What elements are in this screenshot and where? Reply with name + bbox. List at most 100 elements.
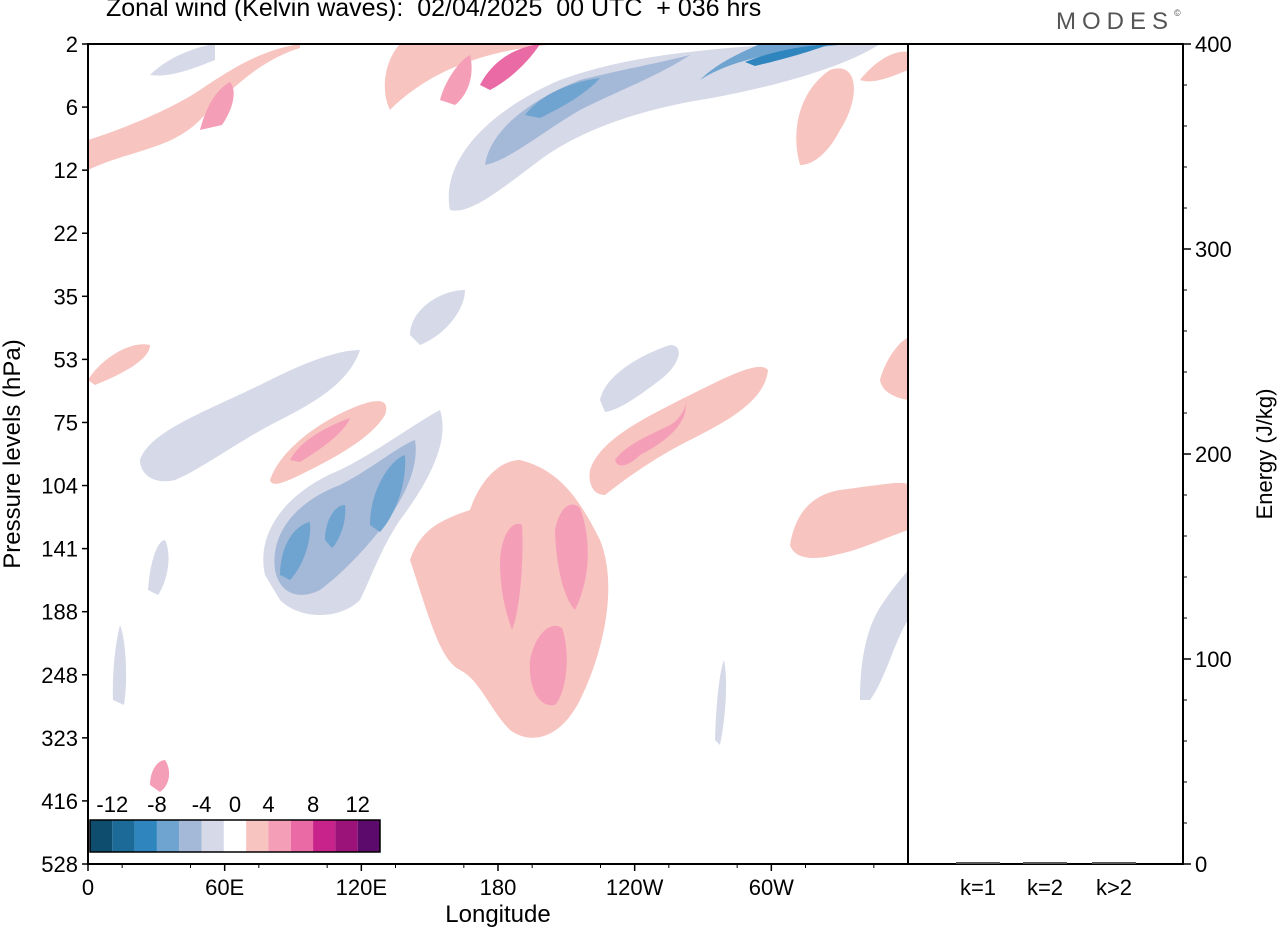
colorbar-label: -8 xyxy=(147,792,167,817)
colorbar-swatch xyxy=(357,820,380,852)
contour-neg-low-right xyxy=(715,660,727,745)
colorbar-frame xyxy=(89,819,381,853)
logo-text: MODES xyxy=(1056,8,1175,35)
colorbar-label: -4 xyxy=(192,792,212,817)
colorbar-swatch xyxy=(268,820,291,852)
contour-pos-edge-right xyxy=(880,338,908,400)
y-tick-label: 141 xyxy=(41,537,78,562)
x-tick-label: 60E xyxy=(205,875,244,900)
contour-pos-far-right-mid xyxy=(790,482,908,558)
contour-pos-central-core-b xyxy=(555,504,588,610)
contour-neg-mid-core-c xyxy=(370,455,406,532)
contour-neg-mid-left xyxy=(140,350,360,482)
colorbar-label: -12 xyxy=(96,792,128,817)
contour-neg-right xyxy=(600,345,679,412)
y-tick-label: 6 xyxy=(66,95,78,120)
y-tick-label: 12 xyxy=(54,158,78,183)
copyright-mark: © xyxy=(1174,8,1181,18)
contour-neg-upper-right-core xyxy=(745,44,830,66)
y-tick-label: 104 xyxy=(41,474,78,499)
y-tick-label: 323 xyxy=(41,726,78,751)
energy-panel-frame xyxy=(907,43,1184,865)
energy-bar xyxy=(1023,862,1067,864)
contour-pos-upper-left xyxy=(88,44,300,170)
y-tick-label: 2 xyxy=(66,32,78,57)
y-tick-label: 22 xyxy=(54,221,78,246)
y-tick-label: 248 xyxy=(41,663,78,688)
contour-pos-right xyxy=(589,366,768,495)
contour-neg-upper-core xyxy=(525,78,600,118)
contour-neg-mid-upper xyxy=(410,290,465,345)
colorbar-swatch xyxy=(335,820,358,852)
energy-category-label: k=1 xyxy=(960,875,996,900)
contour-pos-right-core xyxy=(615,400,686,466)
colorbar-swatch xyxy=(112,820,135,852)
modes-logo: MODES© xyxy=(1056,8,1181,36)
colorbar-swatch xyxy=(246,820,269,852)
contour-neg-mid-core-a xyxy=(280,522,311,580)
energy-tick-label: 300 xyxy=(1195,237,1232,262)
colorbar-label: 0 xyxy=(229,792,241,817)
contour-pos-central-core-c xyxy=(529,625,567,706)
contour-pos-mid-left-core xyxy=(290,418,350,462)
colorbar-swatch xyxy=(179,820,202,852)
energy-axis: 0 100 200 300 400 xyxy=(1183,32,1232,877)
colorbar-swatch xyxy=(201,820,224,852)
contour-pos-far-right xyxy=(860,51,908,82)
colorbar-label: 4 xyxy=(262,792,274,817)
contour-pos-upper-band xyxy=(384,44,560,110)
x-tick-label: 60W xyxy=(749,875,794,900)
longitude-axis: 0 60E 120E 180 120W 60W xyxy=(82,864,875,900)
y-tick-label: 528 xyxy=(41,852,78,877)
colorbar-label: 8 xyxy=(307,792,319,817)
y-tick-label: 416 xyxy=(41,789,78,814)
energy-bar xyxy=(956,862,1000,864)
x-axis-label: Longitude xyxy=(445,901,550,928)
colorbar-swatch xyxy=(134,820,157,852)
colorbar-swatch xyxy=(223,820,247,852)
energy-bars: k=1 k=2 k>2 xyxy=(956,862,1136,900)
contour-neg-upper xyxy=(448,44,880,211)
energy-tick-label: 0 xyxy=(1195,852,1207,877)
x-tick-label: 0 xyxy=(82,875,94,900)
contour-pos-central-core-a xyxy=(500,523,523,630)
colorbar-swatch xyxy=(290,820,314,852)
contour-pos-low-left xyxy=(150,760,170,792)
contour-neg-mid-lower-2 xyxy=(274,440,416,595)
contour-pos-edge-left xyxy=(88,344,150,385)
contour-neg-upper-left xyxy=(150,44,215,76)
x-tick-label: 120E xyxy=(336,875,387,900)
y-tick-label: 35 xyxy=(54,284,78,309)
colorbar-swatch xyxy=(156,820,180,852)
contour-pos-upper-right xyxy=(796,68,854,165)
energy-category-label: k>2 xyxy=(1096,875,1132,900)
energy-tick-label: 400 xyxy=(1195,32,1232,57)
contour-neg-far-right-low xyxy=(860,570,908,700)
y-axis-label: Pressure levels (hPa) xyxy=(0,339,26,568)
y-tick-label: 188 xyxy=(41,600,78,625)
contour-pos-upper-left-core xyxy=(200,82,234,130)
energy-bar xyxy=(1092,862,1136,864)
chart-title: Zonal wind (Kelvin waves): 02/04/2025 00… xyxy=(106,0,762,22)
energy-axis-label: Energy (J/kg) xyxy=(1252,389,1277,520)
energy-category-label: k=2 xyxy=(1027,875,1063,900)
colorbar-swatch xyxy=(90,820,113,852)
contour-pos-upper-band-core2 xyxy=(480,44,540,90)
y-tick-label: 75 xyxy=(54,410,78,435)
x-tick-label: 180 xyxy=(480,875,517,900)
contour-pos-upper-band-core xyxy=(440,55,472,105)
contour-neg-small-left xyxy=(148,540,169,595)
contour-neg-low-left xyxy=(112,625,127,705)
colorbar-label: 12 xyxy=(345,792,369,817)
contour-neg-mid-core-b xyxy=(325,505,346,548)
colorbar: -12 -8 -4 0 4 8 12 xyxy=(89,792,381,853)
contour-neg-upper-right xyxy=(700,44,850,80)
x-tick-label: 120W xyxy=(606,875,664,900)
energy-tick-label: 200 xyxy=(1195,442,1232,467)
y-tick-label: 53 xyxy=(54,347,78,372)
contour-neg-upper-mid xyxy=(485,55,690,165)
contour-field xyxy=(88,44,908,792)
energy-tick-label: 100 xyxy=(1195,647,1232,672)
colorbar-swatch xyxy=(313,820,336,852)
